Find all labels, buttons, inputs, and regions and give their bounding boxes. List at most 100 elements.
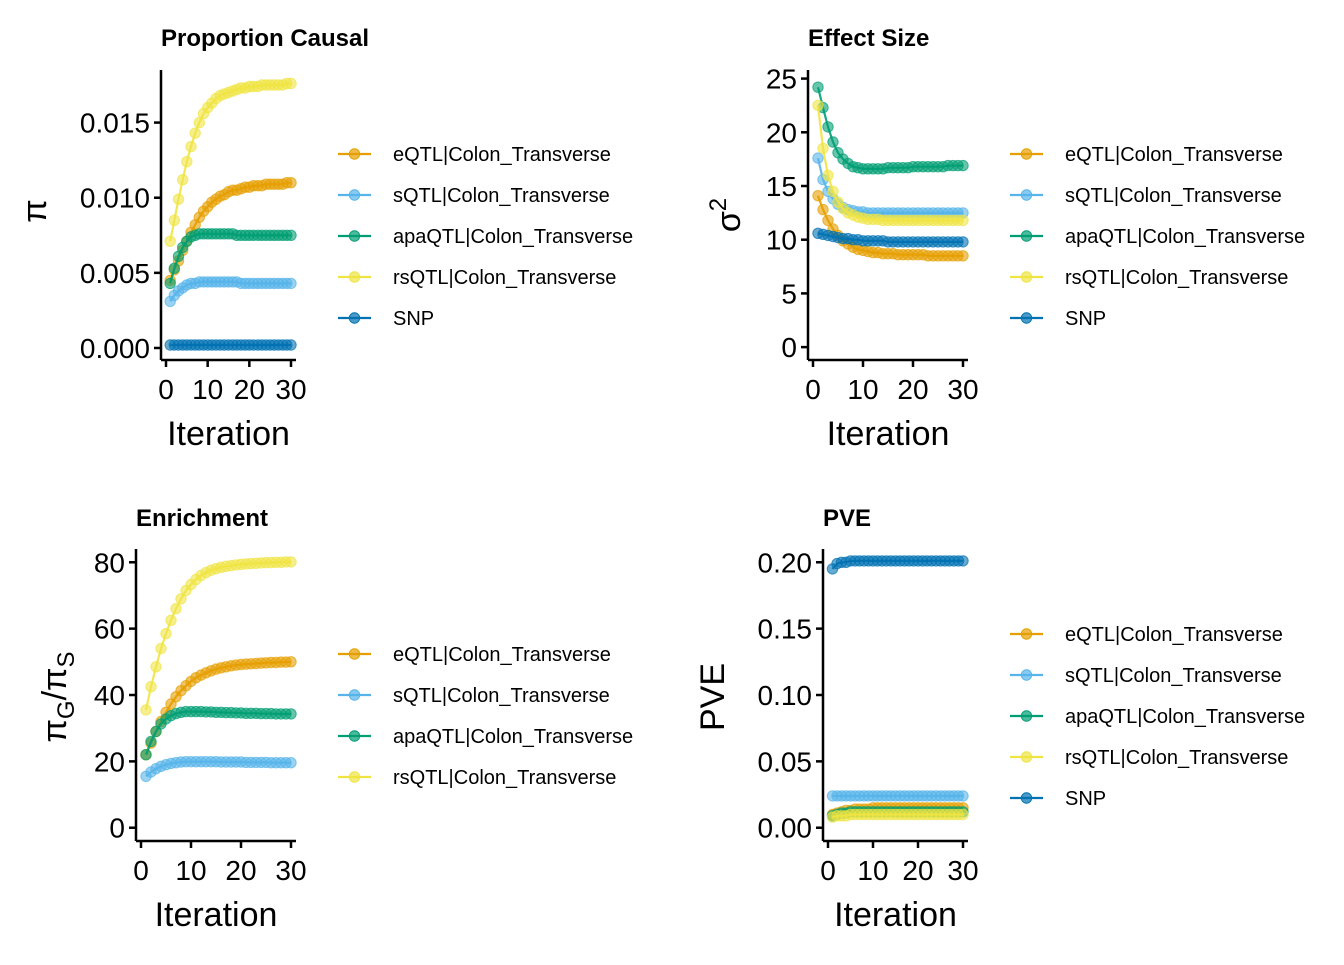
legend-key-point (348, 271, 361, 283)
data-point (957, 808, 969, 821)
legend-item: sQTL|Colon_Transverse (1010, 665, 1282, 687)
legend-item: eQTL|Colon_Transverse (1010, 624, 1283, 646)
panel-title: Effect Size (808, 25, 929, 52)
series-rsQTL (140, 556, 297, 716)
legend-key-point (1020, 710, 1033, 722)
series-SNP (812, 227, 969, 248)
data-point (150, 661, 162, 673)
data-point (285, 656, 297, 668)
data-point (822, 214, 834, 227)
y-axis-label: πG/πS (36, 651, 80, 742)
legend-label: apaQTL|Colon_Transverse (1065, 706, 1305, 728)
legend-label: rsQTL|Colon_Transverse (393, 767, 616, 789)
legend-label: sQTL|Colon_Transverse (393, 685, 610, 707)
data-point (812, 152, 824, 164)
y-tick-label: 5 (781, 278, 797, 309)
panel-3: PVE 0.00 0.05 0.10 0.15 0.20 0 10 20 30 Iteration P… (694, 505, 1305, 934)
legend-key-point (1020, 312, 1033, 324)
y-tick-label: 0.15 (758, 614, 813, 645)
legend-key-point (1020, 271, 1033, 283)
series-apaQTL (140, 705, 297, 761)
legend-key-point (1020, 792, 1033, 804)
data-point (957, 159, 969, 172)
data-point (285, 339, 297, 351)
data-point (957, 250, 969, 262)
data-point (175, 593, 187, 605)
series-sQTL (164, 276, 297, 308)
x-tick-label: 10 (847, 374, 878, 405)
legend-key-point (348, 189, 361, 201)
data-point (165, 614, 177, 626)
legend-item: apaQTL|Colon_Transverse (1010, 226, 1305, 248)
data-point (181, 156, 193, 168)
y-tick-label: 0 (781, 332, 797, 363)
data-point (168, 214, 181, 227)
data-point (285, 177, 297, 189)
y-axis-label: PVE (694, 663, 732, 731)
y-tick-label: 0.015 (80, 108, 150, 139)
data-point (164, 235, 176, 248)
x-tick-label: 10 (175, 855, 206, 886)
x-tick-label: 30 (947, 374, 978, 405)
legend-label: SNP (1065, 308, 1106, 330)
y-axis-label-superscript: 2 (705, 198, 732, 211)
y-axis-label-subscript: G (53, 700, 80, 719)
legend-label: eQTL|Colon_Transverse (1065, 144, 1283, 166)
data-point (285, 757, 297, 769)
panel-title: Proportion Causal (161, 25, 369, 52)
series-SNP (164, 339, 297, 351)
legend-key-point (1020, 148, 1033, 160)
legend-item: eQTL|Colon_Transverse (338, 144, 611, 166)
data-point (140, 704, 152, 716)
x-tick-label: 20 (225, 855, 256, 886)
legend-key-point (1020, 230, 1033, 242)
y-tick-label: 0.00 (758, 813, 813, 844)
x-tick-label: 10 (857, 855, 888, 886)
legend-item: eQTL|Colon_Transverse (1010, 144, 1283, 166)
legend-label: eQTL|Colon_Transverse (393, 144, 611, 166)
legend-label: apaQTL|Colon_Transverse (1065, 226, 1305, 248)
data-point (155, 642, 167, 655)
x-tick-label: 0 (133, 855, 149, 886)
x-tick-label: 0 (805, 374, 821, 405)
data-point (285, 708, 297, 720)
legend-item: apaQTL|Colon_Transverse (338, 226, 633, 248)
data-point (285, 77, 297, 90)
legend-key-point (1020, 669, 1033, 681)
data-point (957, 236, 969, 248)
data-point (145, 735, 157, 748)
y-tick-label: 0.10 (758, 680, 813, 711)
data-point (185, 140, 197, 153)
x-axis-label: Iteration (827, 415, 950, 453)
x-tick-label: 0 (158, 374, 174, 405)
series-apaQTL (812, 81, 969, 175)
legend-key-point (1020, 751, 1033, 763)
legend-item: rsQTL|Colon_Transverse (1010, 747, 1288, 769)
y-tick-label: 40 (94, 680, 125, 711)
data-point (812, 190, 824, 202)
data-point (285, 556, 297, 568)
legend-label: rsQTL|Colon_Transverse (393, 267, 616, 289)
legend-label: SNP (1065, 788, 1106, 810)
data-point (822, 121, 834, 133)
y-tick-label: 10 (766, 225, 797, 256)
y-tick-label: 0.20 (758, 547, 813, 578)
x-axis-label: Iteration (167, 415, 290, 453)
y-tick-label: 60 (94, 614, 125, 645)
panel-1: Effect Size 0 5 10 15 20 25 0 10 20 30 Iteration σ2 e… (705, 25, 1305, 453)
y-axis-label: σ2 (705, 198, 748, 232)
x-tick-label: 20 (902, 855, 933, 886)
legend-label: SNP (393, 308, 434, 330)
data-point (177, 174, 189, 186)
x-axis-label: Iteration (155, 896, 278, 934)
panel-0: Proportion Causal 0.000 0.005 0.010 0.015 0 10… (16, 25, 633, 453)
legend-item: eQTL|Colon_Transverse (338, 644, 611, 666)
legend-item: rsQTL|Colon_Transverse (1010, 267, 1288, 289)
legend-key-point (348, 230, 361, 242)
panel-title: PVE (823, 505, 871, 532)
data-point (164, 277, 176, 290)
legend: eQTL|Colon_Transverse sQTL|Colon_Transver… (338, 644, 633, 789)
legend-label: sQTL|Colon_Transverse (1065, 665, 1282, 687)
legend-label: rsQTL|Colon_Transverse (1065, 267, 1288, 289)
